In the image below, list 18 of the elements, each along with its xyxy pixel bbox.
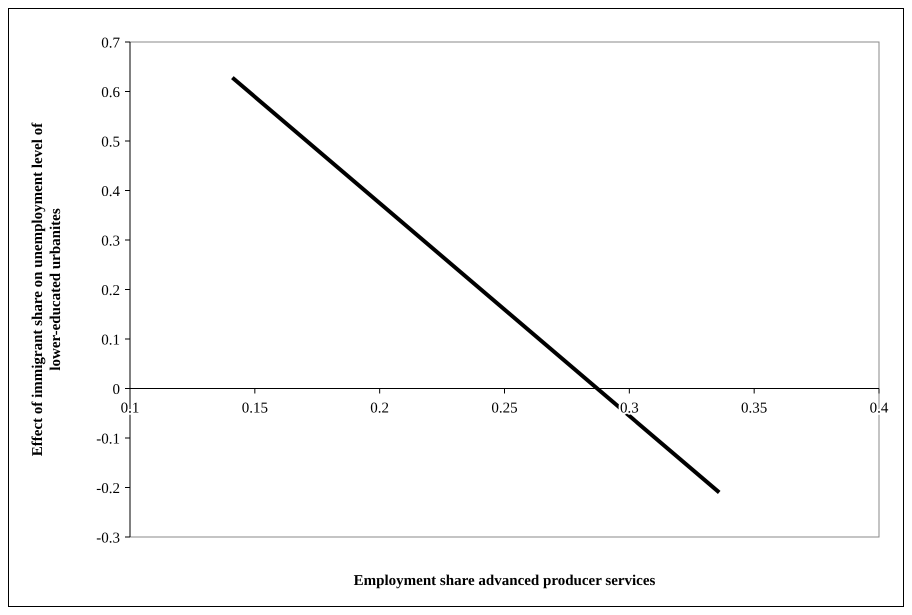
y-tick-label: -0.3	[96, 530, 120, 546]
y-axis-title: Effect of immigrant share on unemployment level of lower-educated urbanites	[30, 122, 64, 456]
y-tick-label: 0.1	[101, 332, 120, 348]
y-tick-label: 0	[112, 382, 120, 398]
y-tick-label: 0.2	[101, 282, 120, 299]
x-tick-label: 0.25	[491, 400, 518, 416]
y-tick-label: 0.3	[101, 233, 120, 250]
x-tick-label: 0.35	[741, 400, 768, 416]
y-tick-label: -0.1	[96, 431, 120, 448]
x-tick-label: 0.4	[870, 400, 889, 416]
y-tick-label: 0.4	[101, 184, 120, 200]
x-tick-label: 0.2	[370, 400, 390, 416]
y-tick-label: 0.7	[101, 35, 120, 52]
y-tick-label: 0.5	[101, 134, 120, 150]
x-tick-label: 0.15	[242, 400, 268, 416]
y-tick-label: -0.2	[96, 480, 120, 497]
y-tick-label: 0.6	[101, 84, 120, 101]
x-axis-title: Employment share advanced producer services	[354, 573, 656, 589]
